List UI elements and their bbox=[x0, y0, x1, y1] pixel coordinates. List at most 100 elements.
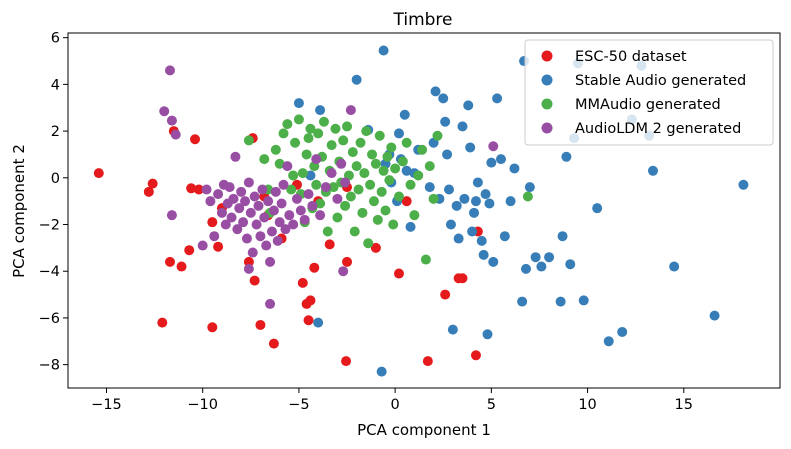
point-series-2 bbox=[417, 144, 428, 155]
point-series-1 bbox=[505, 196, 516, 207]
plot-area-frame bbox=[67, 32, 781, 389]
point-series-0 bbox=[370, 242, 381, 253]
point-series-0 bbox=[157, 317, 168, 328]
point-series-0 bbox=[341, 356, 352, 367]
point-series-1 bbox=[293, 98, 304, 109]
point-series-2 bbox=[409, 210, 420, 221]
point-series-0 bbox=[268, 338, 279, 349]
point-series-2 bbox=[378, 165, 389, 176]
point-series-3 bbox=[232, 224, 243, 235]
point-series-0 bbox=[147, 178, 158, 189]
point-series-2 bbox=[318, 116, 329, 127]
point-series-2 bbox=[357, 207, 368, 218]
x-tick-label: 5 bbox=[487, 397, 496, 413]
y-tick-label: −8 bbox=[39, 358, 60, 374]
x-tick-label: −10 bbox=[187, 397, 218, 413]
legend-marker bbox=[541, 122, 553, 134]
point-series-3 bbox=[238, 217, 249, 228]
point-series-3 bbox=[251, 219, 262, 230]
point-series-1 bbox=[305, 170, 316, 181]
point-series-3 bbox=[170, 129, 181, 140]
legend-marker bbox=[541, 98, 553, 110]
point-series-3 bbox=[220, 219, 231, 230]
point-series-0 bbox=[401, 196, 412, 207]
axis-ticks: −15 −10 −5 0 5 10 15 −8 −6 −4 −2 0 2 4 6 bbox=[39, 31, 693, 413]
point-series-0 bbox=[422, 356, 433, 367]
point-series-2 bbox=[340, 200, 351, 211]
point-series-0 bbox=[305, 295, 316, 306]
point-series-3 bbox=[234, 203, 245, 214]
point-series-2 bbox=[367, 149, 378, 160]
point-series-2 bbox=[278, 128, 289, 139]
point-series-3 bbox=[311, 154, 322, 165]
point-series-2 bbox=[349, 226, 360, 237]
legend-marker bbox=[541, 74, 553, 86]
point-series-2 bbox=[420, 254, 431, 265]
point-series-1 bbox=[378, 45, 389, 56]
point-series-0 bbox=[164, 256, 175, 267]
point-series-3 bbox=[236, 186, 247, 197]
point-series-0 bbox=[440, 289, 451, 300]
point-series-3 bbox=[295, 205, 306, 216]
point-series-3 bbox=[266, 226, 277, 237]
point-series-1 bbox=[647, 165, 658, 176]
y-tick-label: −6 bbox=[39, 311, 60, 327]
point-series-1 bbox=[453, 233, 464, 244]
point-series-1 bbox=[463, 100, 474, 111]
point-series-2 bbox=[355, 137, 366, 148]
y-tick-label: −2 bbox=[39, 218, 60, 234]
y-tick-label: −4 bbox=[39, 264, 60, 280]
point-series-0 bbox=[176, 261, 187, 272]
point-series-2 bbox=[322, 226, 333, 237]
point-series-2 bbox=[380, 205, 391, 216]
point-series-0 bbox=[243, 256, 254, 267]
point-series-1 bbox=[530, 252, 541, 263]
point-series-2 bbox=[363, 238, 374, 249]
point-series-3 bbox=[345, 105, 356, 116]
point-series-3 bbox=[257, 184, 268, 195]
point-series-0 bbox=[457, 273, 468, 284]
y-tick-label: 0 bbox=[51, 171, 60, 187]
point-series-2 bbox=[368, 196, 379, 207]
x-axis-label: PCA component 1 bbox=[357, 421, 491, 439]
point-series-1 bbox=[669, 261, 680, 272]
point-series-0 bbox=[207, 217, 218, 228]
point-series-2 bbox=[328, 182, 339, 193]
point-series-1 bbox=[603, 336, 614, 347]
point-series-1 bbox=[555, 296, 566, 307]
point-series-2 bbox=[405, 179, 416, 190]
point-series-2 bbox=[388, 219, 399, 230]
point-series-1 bbox=[313, 317, 324, 328]
point-series-3 bbox=[259, 212, 270, 223]
point-series-1 bbox=[709, 310, 720, 321]
point-series-2 bbox=[326, 140, 337, 151]
point-series-1 bbox=[565, 259, 576, 270]
point-series-3 bbox=[272, 235, 283, 246]
point-series-1 bbox=[399, 109, 410, 120]
point-series-1 bbox=[478, 249, 489, 260]
point-series-1 bbox=[492, 93, 503, 104]
point-series-1 bbox=[457, 121, 468, 132]
point-series-3 bbox=[247, 247, 258, 258]
point-series-1 bbox=[738, 179, 749, 190]
legend: ESC-50 dataset Stable Audio generated MMAu… bbox=[524, 39, 774, 146]
point-series-3 bbox=[164, 65, 175, 76]
point-series-1 bbox=[445, 219, 456, 230]
chart-title: Timbre bbox=[392, 10, 452, 30]
point-series-2 bbox=[401, 137, 412, 148]
point-series-1 bbox=[520, 263, 531, 274]
point-series-2 bbox=[313, 128, 324, 139]
point-series-2 bbox=[374, 130, 385, 141]
point-series-3 bbox=[166, 115, 177, 126]
point-series-3 bbox=[205, 196, 216, 207]
point-series-0 bbox=[255, 319, 266, 330]
point-series-2 bbox=[522, 191, 533, 202]
point-series-3 bbox=[276, 198, 287, 209]
point-series-2 bbox=[342, 121, 353, 132]
point-series-2 bbox=[288, 170, 299, 181]
point-series-0 bbox=[193, 184, 204, 195]
point-series-2 bbox=[315, 198, 326, 209]
point-series-2 bbox=[345, 191, 356, 202]
point-series-0 bbox=[470, 350, 481, 361]
point-series-2 bbox=[382, 151, 393, 162]
